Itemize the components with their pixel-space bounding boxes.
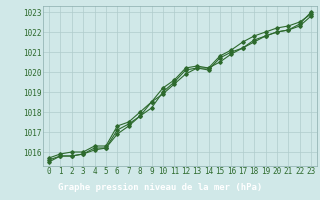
- Text: Graphe pression niveau de la mer (hPa): Graphe pression niveau de la mer (hPa): [58, 183, 262, 192]
